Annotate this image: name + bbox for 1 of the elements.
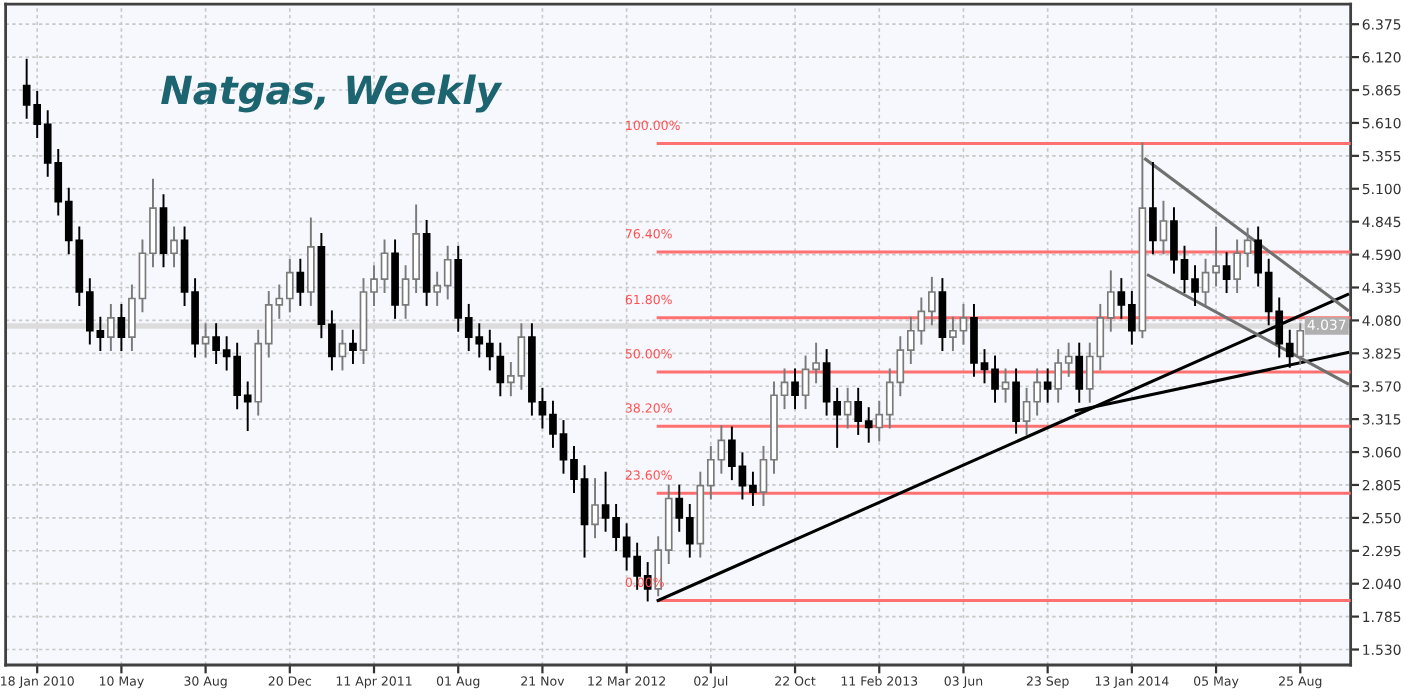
text: Natgas, Weekly (161, 74, 503, 113)
